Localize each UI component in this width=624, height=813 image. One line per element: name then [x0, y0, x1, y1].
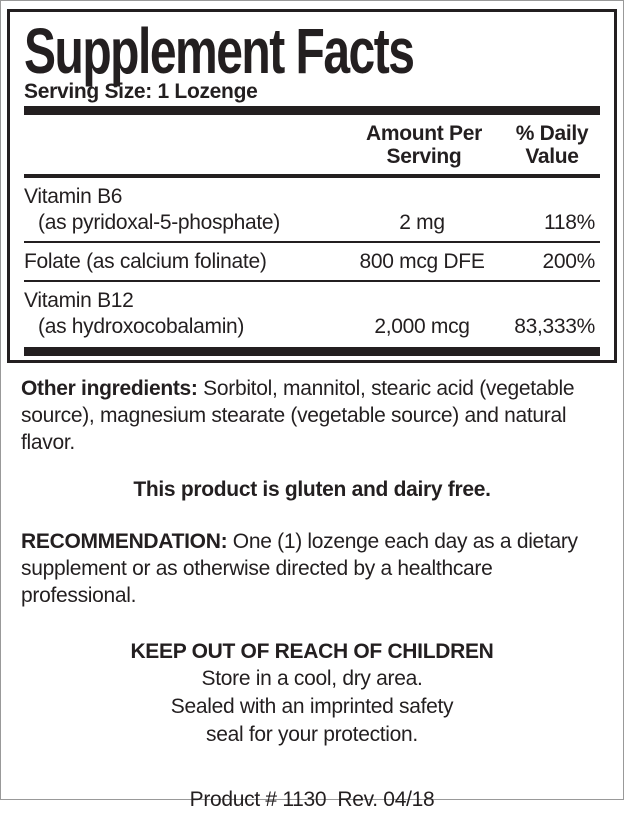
col-header-daily-value: % Daily Value [504, 122, 600, 168]
thick-rule-bottom [24, 347, 600, 356]
nutrient-name: Folate (as calcium folinate) [24, 250, 267, 273]
nutrient-amount: 2,000 mcg [374, 315, 470, 338]
nutrient-daily-value: 83,333% [514, 315, 595, 338]
table-row-vitamin-b12: Vitamin B12 (as hydroxocobalamin) 2,000 … [24, 280, 600, 345]
gluten-free-note: This product is gluten and dairy free. [133, 478, 491, 501]
col-header-amount-line2: Serving [386, 145, 462, 168]
col-header-dv-line1: % Daily [515, 122, 589, 145]
recommendation-text: One (1) lozenge each day as a dietary su… [21, 530, 578, 607]
other-ingredients: Other ingredients: Sorbitol, mannitol, s… [21, 375, 603, 456]
col-header-amount-line1: Amount Per [365, 122, 482, 145]
recommendation-label: RECOMMENDATION: [21, 530, 228, 553]
nutrient-amount: 800 mcg DFE [359, 250, 485, 273]
nutrient-detail: (as pyridoxal-5-phosphate) [38, 211, 280, 234]
header-rule [24, 174, 600, 178]
thick-rule-top [24, 106, 600, 115]
storage-line: seal for your protection. [206, 723, 418, 746]
table-header: Amount Per Serving % Daily Value [24, 115, 600, 174]
recommendation: RECOMMENDATION: One (1) lozenge each day… [21, 528, 603, 609]
supplement-facts-panel: Supplement Facts Serving Size: 1 Lozenge… [7, 9, 617, 363]
other-ingredients-text: Sorbitol, mannitol, stearic acid (vegeta… [21, 377, 575, 454]
table-row-vitamin-b6: Vitamin B6 (as pyridoxal-5-phosphate) 2 … [24, 178, 600, 241]
warning-title: KEEP OUT OF REACH OF CHILDREN [130, 640, 494, 663]
other-ingredients-label: Other ingredients: [21, 377, 198, 400]
nutrient-name: Vitamin B6 [24, 185, 123, 208]
nutrient-daily-value: 118% [544, 211, 595, 234]
nutrient-detail: (as hydroxocobalamin) [38, 315, 245, 338]
col-header-amount: Amount Per Serving [344, 122, 504, 168]
nutrient-daily-value: 200% [542, 250, 595, 273]
serving-size: Serving Size: 1 Lozenge [24, 80, 258, 103]
nutrient-name: Vitamin B12 [24, 289, 134, 312]
col-header-dv-line2: Value [525, 145, 579, 168]
storage-line: Sealed with an imprinted safety [170, 695, 454, 718]
table-row-folate: Folate (as calcium folinate) 800 mcg DFE… [24, 241, 600, 280]
storage-line: Store in a cool, dry area. [201, 667, 423, 690]
storage-instructions: Store in a cool, dry area. Sealed with a… [1, 665, 623, 749]
panel-title: Supplement Facts [24, 15, 415, 87]
nutrient-amount: 2 mg [399, 211, 445, 234]
